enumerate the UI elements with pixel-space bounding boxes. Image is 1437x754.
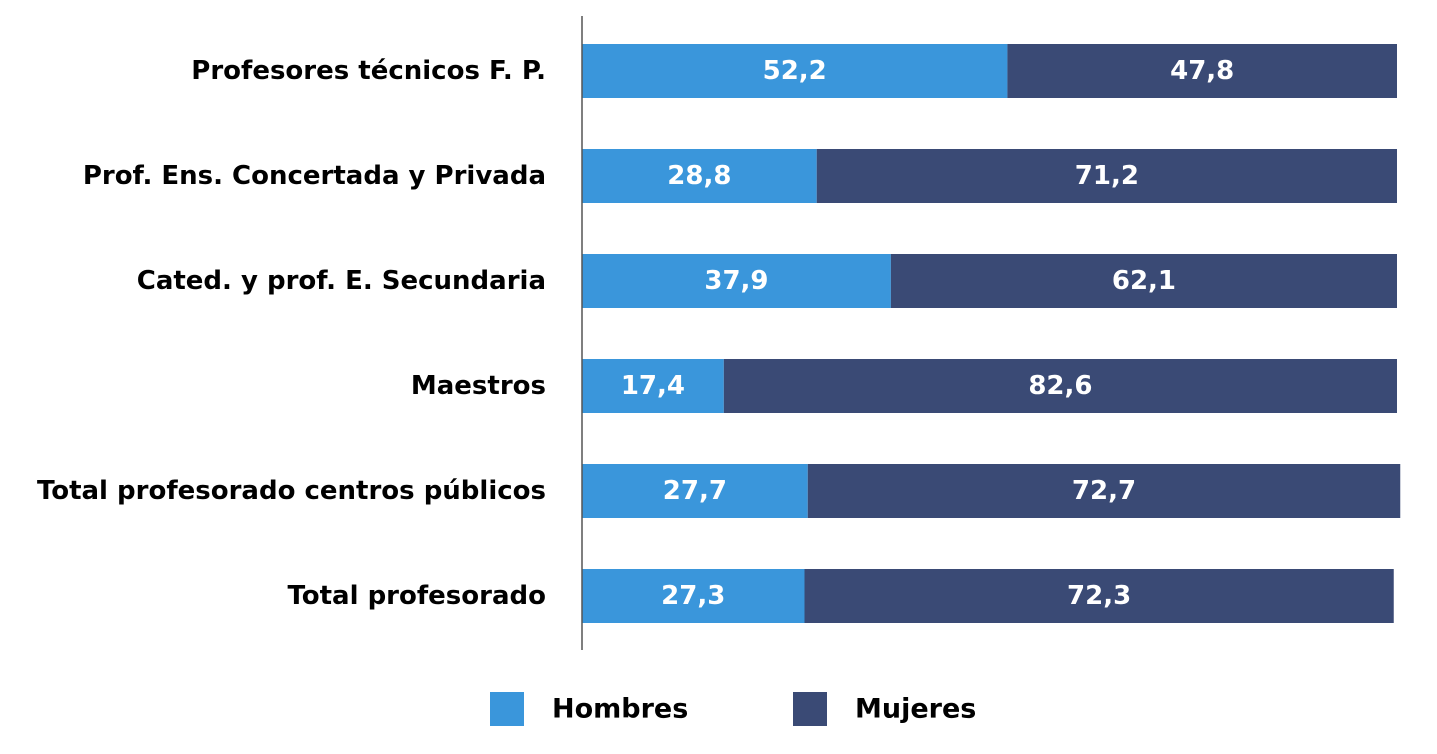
bar-mujeres [890, 254, 1397, 308]
bar-mujeres [723, 359, 1397, 413]
data-label-hombres: 37,9 [704, 266, 768, 296]
bars-layer: 52,2 47,8 28,8 71,2 37,9 62,1 17,4 82,6 27,7 72,7… [582, 44, 1401, 623]
data-label-mujeres: 82,6 [1028, 371, 1092, 401]
category-label: Cated. y prof. E. Secundaria [137, 266, 546, 296]
bar-mujeres [816, 149, 1397, 203]
legend: Hombres Mujeres [490, 692, 976, 726]
category-label: Prof. Ens. Concertada y Privada [83, 161, 546, 191]
data-label-mujeres: 72,7 [1072, 476, 1136, 506]
data-label-hombres: 52,2 [763, 56, 827, 86]
data-label-mujeres: 72,3 [1067, 581, 1131, 611]
category-label: Total profesorado centros públicos [37, 476, 546, 506]
category-label: Profesores técnicos F. P. [191, 56, 546, 86]
bar-hombres [582, 254, 891, 308]
data-label-mujeres: 47,8 [1170, 56, 1234, 86]
legend-label-hombres: Hombres [552, 694, 688, 725]
bar-hombres [582, 44, 1008, 98]
category-labels: Profesores técnicos F. P. Prof. Ens. Conc… [37, 56, 546, 611]
data-label-hombres: 27,7 [663, 476, 727, 506]
bar-mujeres [1007, 44, 1397, 98]
bar-hombres [582, 569, 805, 623]
bar-hombres [582, 359, 724, 413]
data-label-hombres: 27,3 [661, 581, 725, 611]
bar-hombres [582, 464, 808, 518]
legend-label-mujeres: Mujeres [855, 694, 976, 725]
category-label: Maestros [411, 371, 546, 401]
bar-mujeres [804, 569, 1394, 623]
bar-hombres [582, 149, 817, 203]
data-label-mujeres: 62,1 [1112, 266, 1176, 296]
legend-swatch-hombres [490, 692, 524, 726]
legend-swatch-mujeres [793, 692, 827, 726]
data-label-hombres: 28,8 [667, 161, 731, 191]
data-label-mujeres: 71,2 [1075, 161, 1139, 191]
category-label: Total profesorado [287, 581, 546, 611]
data-label-hombres: 17,4 [621, 371, 685, 401]
bar-mujeres [807, 464, 1401, 518]
